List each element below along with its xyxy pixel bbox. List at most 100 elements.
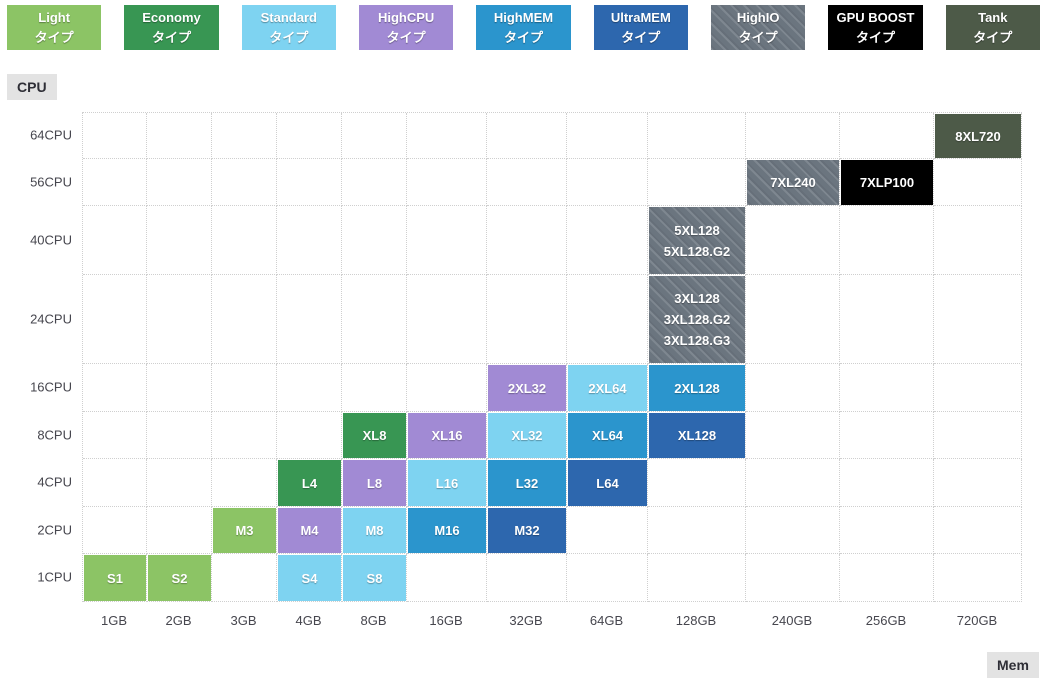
- grid-cell: [342, 206, 407, 275]
- plan-label: L64: [596, 475, 619, 491]
- plan-cell-7xlp100[interactable]: 7XLP100: [841, 160, 933, 205]
- plan-cell-l8[interactable]: L8: [343, 460, 406, 506]
- plan-label: 5XL128: [674, 222, 720, 238]
- plan-cell-xl64[interactable]: XL64: [568, 413, 647, 458]
- plan-cell-m4[interactable]: M4: [278, 508, 341, 553]
- grid-cell: [407, 412, 487, 459]
- grid-cell: [840, 412, 934, 459]
- plan-label: M3: [235, 523, 254, 538]
- grid-cell: [342, 554, 407, 602]
- legend-type-sublabel: タイプ: [855, 29, 895, 45]
- x-tick-128gb: 128GB: [675, 613, 717, 628]
- plan-cell-s1[interactable]: S1: [84, 555, 146, 601]
- plan-label: 2XL64: [588, 380, 627, 396]
- plan-cell-l64[interactable]: L64: [568, 460, 647, 506]
- grid-cell: [746, 507, 840, 554]
- grid-cell: [342, 275, 407, 364]
- grid-cell: [212, 554, 277, 602]
- plan-cell-2xl32[interactable]: 2XL32: [488, 365, 566, 411]
- grid-cell: [212, 507, 277, 554]
- plan-cell-xl16[interactable]: XL16: [408, 413, 486, 458]
- legend-type-name: UltraMEM: [610, 9, 671, 25]
- plan-label: 2XL128: [674, 380, 720, 396]
- legend-tile-highcpu[interactable]: HighCPU タイプ: [358, 5, 454, 50]
- legend-type-name: Economy: [142, 9, 201, 25]
- grid-cell: [83, 507, 147, 554]
- y-tick-8cpu: 8CPU: [37, 427, 72, 442]
- plan-label: L16: [435, 475, 459, 491]
- grid-cell: [840, 364, 934, 412]
- grid-cell: [648, 159, 746, 206]
- plan-label: S2: [171, 570, 188, 586]
- plan-cell-m3[interactable]: M3: [213, 508, 276, 553]
- plan-cell-xl32[interactable]: XL32: [488, 413, 566, 458]
- grid-cell: [147, 159, 212, 206]
- legend-tile-ultramem[interactable]: UltraMEM タイプ: [593, 5, 688, 50]
- grid-cell: [567, 206, 648, 275]
- grid-cell: [840, 159, 934, 206]
- plan-cell-l4[interactable]: L4: [278, 460, 341, 506]
- plan-cell-l16[interactable]: L16: [408, 460, 486, 506]
- plan-cell-2xl128[interactable]: 2XL128: [649, 365, 745, 411]
- grid-cell: [487, 206, 567, 275]
- plan-cell-s4[interactable]: S4: [278, 555, 341, 601]
- grid-cell: [407, 364, 487, 412]
- legend-type-name: HighIO: [736, 9, 780, 25]
- grid-cell: [277, 275, 342, 364]
- legend-type-sublabel: タイプ: [503, 29, 543, 45]
- grid-cell: [212, 275, 277, 364]
- plan-cell-l32[interactable]: L32: [488, 460, 566, 506]
- plan-cell-s2[interactable]: S2: [148, 555, 211, 601]
- legend-type-sublabel: タイプ: [621, 29, 661, 45]
- grid-cell: [407, 113, 487, 159]
- grid-cell: [407, 159, 487, 206]
- grid-cell: [277, 159, 342, 206]
- plan-cell-7xl240[interactable]: 7XL240: [747, 160, 839, 205]
- plan-cell-s8[interactable]: S8: [343, 555, 406, 601]
- grid-cell: [407, 206, 487, 275]
- grid-cell: [487, 412, 567, 459]
- plan-cell-m8[interactable]: M8: [343, 508, 406, 553]
- plan-cell-m16[interactable]: M16: [408, 508, 486, 553]
- grid-cell: [567, 507, 648, 554]
- plan-cell-xl8[interactable]: XL8: [343, 413, 406, 458]
- legend-tile-standard[interactable]: Standard タイプ: [241, 5, 336, 50]
- plan-cell-8xl720[interactable]: 8XL720: [935, 114, 1021, 158]
- grid-cell: [147, 113, 212, 159]
- grid-cell: [487, 364, 567, 412]
- grid-cell: [840, 113, 934, 159]
- grid-cell: [147, 364, 212, 412]
- legend-type-name: GPU BOOST: [836, 9, 915, 25]
- grid-cell: [212, 159, 277, 206]
- grid-cell: [83, 275, 147, 364]
- x-tick-64gb: 64GB: [589, 613, 624, 628]
- grid-cell: [648, 206, 746, 275]
- legend-tile-light[interactable]: Light タイプ: [7, 5, 102, 50]
- cpu-axis-badge: CPU: [7, 74, 57, 100]
- grid-cell: [83, 459, 147, 507]
- plan-cell-5xl128[interactable]: 5XL128 5XL128.G2: [649, 207, 745, 274]
- x-tick-4gb: 4GB: [295, 613, 322, 628]
- grid-cell: [746, 159, 840, 206]
- grid-cell: [934, 113, 1022, 159]
- legend-tile-tank[interactable]: Tank タイプ: [945, 5, 1040, 50]
- plan-label: S8: [366, 570, 383, 586]
- plan-label: 5XL128.G2: [663, 243, 731, 259]
- grid-cell: [277, 412, 342, 459]
- plan-label: L8: [366, 475, 383, 491]
- grid-cell: [567, 554, 648, 602]
- legend-type-sublabel: タイプ: [151, 29, 191, 45]
- plan-cell-3xl128[interactable]: 3XL128 3XL128.G2 3XL128.G3: [649, 276, 745, 363]
- plan-cell-m32[interactable]: M32: [488, 508, 566, 553]
- plan-label: XL64: [591, 428, 624, 443]
- grid-cell: [83, 554, 147, 602]
- plan-cell-2xl64[interactable]: 2XL64: [568, 365, 647, 411]
- y-tick-64cpu: 64CPU: [30, 127, 72, 143]
- legend-tile-gpu-boost[interactable]: GPU BOOST タイプ: [828, 5, 923, 50]
- grid-cell: [277, 206, 342, 275]
- legend-tile-economy[interactable]: Economy タイプ: [124, 5, 219, 50]
- y-tick-40cpu: 40CPU: [30, 232, 72, 247]
- plan-cell-xl128[interactable]: XL128: [649, 413, 745, 458]
- legend-tile-highmem[interactable]: HighMEM タイプ: [476, 5, 571, 50]
- legend-tile-highio[interactable]: HighIO タイプ: [710, 5, 806, 50]
